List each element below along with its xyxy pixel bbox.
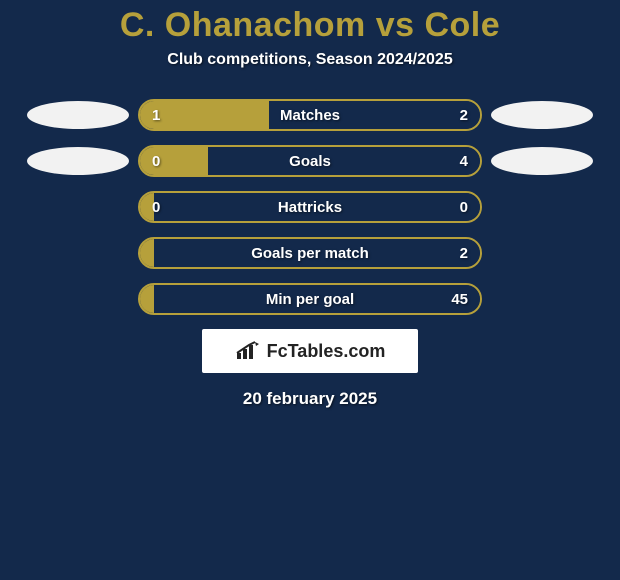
stat-bar: 12Matches xyxy=(138,99,482,131)
stat-row: 2Goals per match xyxy=(0,237,620,269)
stat-row: 00Hattricks xyxy=(0,191,620,223)
stat-label: Goals xyxy=(140,147,480,175)
stat-label: Matches xyxy=(140,101,480,129)
bar-chart-icon xyxy=(235,341,261,361)
player-left-ellipse xyxy=(27,101,129,129)
stat-bar: 45Min per goal xyxy=(138,283,482,315)
date-label: 20 february 2025 xyxy=(0,389,620,409)
player-right-ellipse xyxy=(491,147,593,175)
stat-row: 45Min per goal xyxy=(0,283,620,315)
player-right-slot xyxy=(482,147,602,175)
player-right-ellipse xyxy=(491,101,593,129)
player-left-slot xyxy=(18,147,138,175)
stat-row: 12Matches xyxy=(0,99,620,131)
stat-label: Min per goal xyxy=(140,285,480,313)
stat-label: Goals per match xyxy=(140,239,480,267)
player-right-slot xyxy=(482,101,602,129)
stat-bar: 04Goals xyxy=(138,145,482,177)
brand-text: FcTables.com xyxy=(267,341,386,362)
stat-row: 04Goals xyxy=(0,145,620,177)
player-left-slot xyxy=(18,101,138,129)
stat-bar: 2Goals per match xyxy=(138,237,482,269)
player-left-ellipse xyxy=(27,147,129,175)
stat-label: Hattricks xyxy=(140,193,480,221)
comparison-card: C. Ohanachom vs Cole Club competitions, … xyxy=(0,0,620,580)
stat-bar: 00Hattricks xyxy=(138,191,482,223)
page-title: C. Ohanachom vs Cole xyxy=(0,6,620,45)
subtitle: Club competitions, Season 2024/2025 xyxy=(0,51,620,69)
brand-badge: FcTables.com xyxy=(202,329,418,373)
stat-rows: 12Matches 04Goals 00Hattricks 2Goals per ma… xyxy=(0,99,620,315)
